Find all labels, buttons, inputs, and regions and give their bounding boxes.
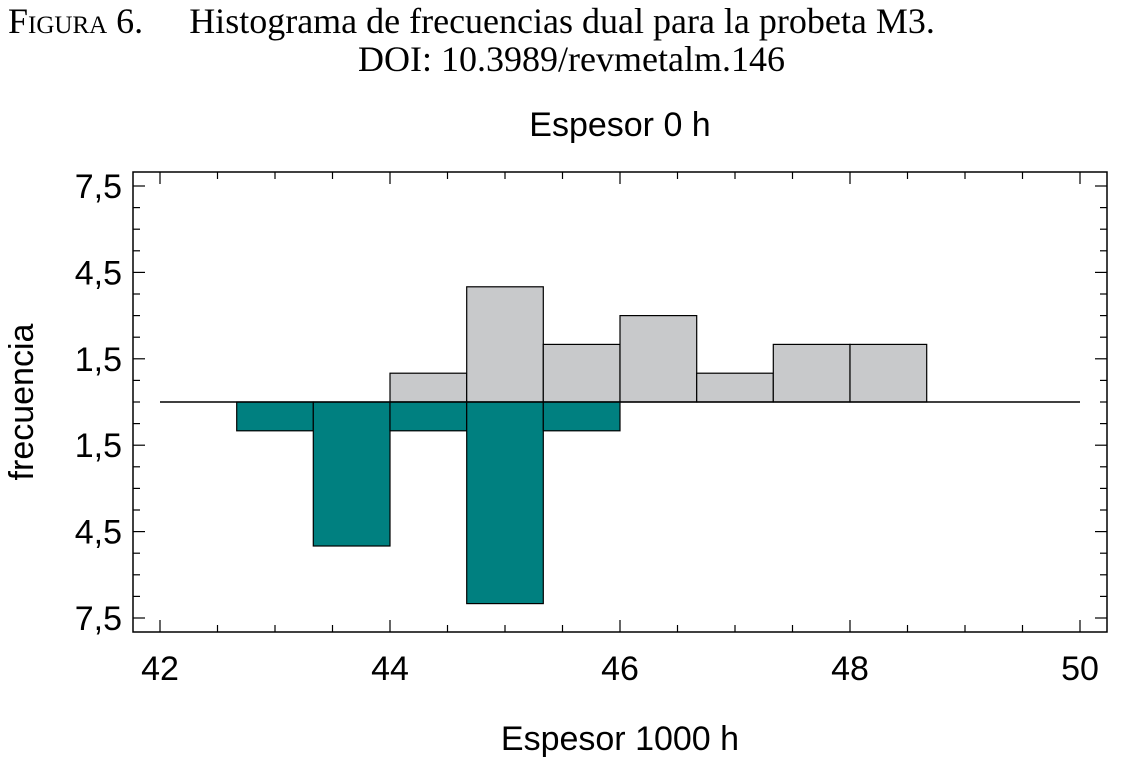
upper-bar-3 <box>389 372 468 403</box>
caption-title: Histograma de frecuencias dual para la p… <box>189 1 935 41</box>
upper-bar-6 <box>619 315 698 403</box>
y-tick-label: 4,5 <box>75 254 122 292</box>
x-tick-label: 42 <box>141 650 179 688</box>
lower-bar-2 <box>312 401 391 547</box>
lower-bar-4 <box>466 401 544 605</box>
upper-bar-7 <box>696 372 774 403</box>
upper-bar-4 <box>466 286 544 403</box>
upper-bar-8 <box>772 343 851 403</box>
caption-label: Figura 6. <box>8 1 144 41</box>
y-tick-label: 7,5 <box>75 168 122 206</box>
lower-bar-1 <box>236 401 314 432</box>
x-axis-label: Espesor 1000 h <box>501 720 739 758</box>
x-tick-label: 46 <box>601 650 639 688</box>
x-tick-label: 48 <box>831 650 869 688</box>
plot-frame <box>132 171 1108 633</box>
y-tick-label: 1,5 <box>75 341 122 379</box>
x-tick-label: 50 <box>1061 650 1099 688</box>
chart-title: Espesor 0 h <box>529 106 710 144</box>
y-tick-label: 7,5 <box>75 600 122 638</box>
y-tick-label: 1,5 <box>75 427 122 465</box>
caption-line-1: Figura 6. Histograma de frecuencias dual … <box>8 2 935 40</box>
x-tick-label: 44 <box>371 650 409 688</box>
upper-bar-5 <box>542 343 621 403</box>
upper-bars <box>389 286 928 403</box>
upper-bar-9 <box>849 343 928 403</box>
lower-bars <box>236 401 621 605</box>
lower-bar-5 <box>542 401 621 432</box>
caption-doi: DOI: 10.3989/revmetalm.146 <box>358 39 785 79</box>
y-axis-label: frecuencia <box>3 323 41 480</box>
lower-bar-3 <box>389 401 468 432</box>
axis-ticks <box>133 172 1107 632</box>
y-tick-labels: 7,5 4,5 1,5 1,5 4,5 7,5 <box>75 168 122 638</box>
x-tick-labels: 42 44 46 48 50 <box>141 650 1099 688</box>
y-tick-label: 4,5 <box>75 514 122 552</box>
